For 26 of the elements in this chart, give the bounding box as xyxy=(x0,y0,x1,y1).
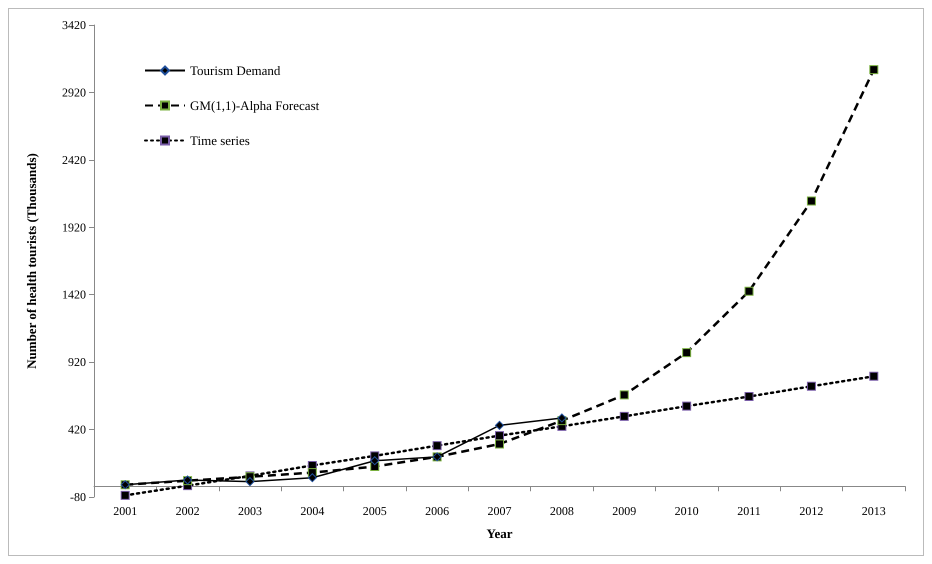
y-tick-label: 420 xyxy=(68,422,86,437)
x-tick-label: 2002 xyxy=(176,504,200,518)
x-tick-label: 2007 xyxy=(488,504,512,518)
y-tick-label: 1920 xyxy=(62,220,86,234)
x-tick-label: 2004 xyxy=(300,504,324,518)
x-tick-label: 2010 xyxy=(674,504,699,518)
y-tick-label: 920 xyxy=(68,355,86,370)
y-tick-label: -80 xyxy=(70,490,86,504)
y-axis-title: Number of health tourists (Thousands) xyxy=(24,153,39,369)
legend-label: Tourism Demand xyxy=(190,63,281,78)
x-tick-label: 2003 xyxy=(238,504,262,518)
x-tick-label: 2005 xyxy=(362,504,387,518)
x-tick-label: 2013 xyxy=(862,504,886,518)
x-tick-label: 2012 xyxy=(799,504,824,518)
x-tick-label: 2009 xyxy=(612,504,636,518)
x-tick-label: 2011 xyxy=(737,504,761,518)
x-tick-label: 2001 xyxy=(113,504,138,518)
legend-label: GM(1,1)-Alpha Forecast xyxy=(190,98,320,113)
y-tick-label: 2420 xyxy=(62,152,86,167)
x-axis-title: Year xyxy=(486,526,513,541)
y-tick-label: 3420 xyxy=(62,18,86,32)
legend-label: Time series xyxy=(190,133,250,148)
x-tick-label: 2008 xyxy=(550,504,574,518)
y-tick-label: 2920 xyxy=(62,85,86,100)
x-tick-label: 2006 xyxy=(425,504,450,518)
y-tick-label: 1420 xyxy=(62,288,86,302)
